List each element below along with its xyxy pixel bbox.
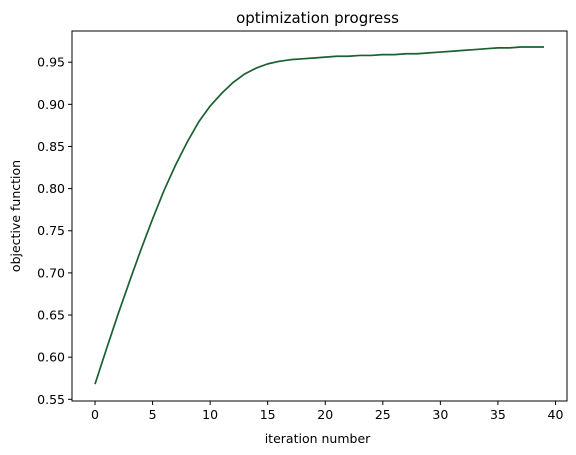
y-tick-label: 0.60: [37, 350, 65, 365]
x-tick-label: 40: [548, 407, 564, 422]
y-tick-label: 0.70: [37, 265, 65, 280]
x-axis: 0 5 10 15 20 25 30 35 40: [91, 401, 563, 422]
y-tick-label: 0.65: [37, 308, 65, 323]
x-tick-label: 25: [375, 407, 391, 422]
plot-frame: [71, 30, 568, 402]
y-axis-label: objective function: [8, 160, 23, 272]
x-tick-label: 10: [202, 407, 218, 422]
x-tick-label: 20: [317, 407, 333, 422]
y-tick-label: 0.85: [37, 139, 65, 154]
x-tick-label: 35: [490, 407, 506, 422]
x-axis-label: iteration number: [265, 431, 371, 446]
series-line: [94, 46, 544, 385]
y-tick-label: 0.90: [37, 97, 65, 112]
y-tick-label: 0.95: [37, 55, 65, 70]
y-tick-label: 0.80: [37, 181, 65, 196]
y-axis: 0.55 0.60 0.65 0.70 0.75 0.80 0.85 0.90 0.95: [37, 55, 72, 407]
chart-title: optimization progress: [236, 9, 399, 27]
x-tick-label: 15: [260, 407, 276, 422]
x-tick-label: 30: [432, 407, 448, 422]
x-tick-label: 0: [91, 407, 99, 422]
x-tick-label: 5: [149, 407, 157, 422]
y-tick-label: 0.55: [37, 392, 65, 407]
y-tick-label: 0.75: [37, 223, 65, 238]
plot-area: [94, 46, 544, 385]
